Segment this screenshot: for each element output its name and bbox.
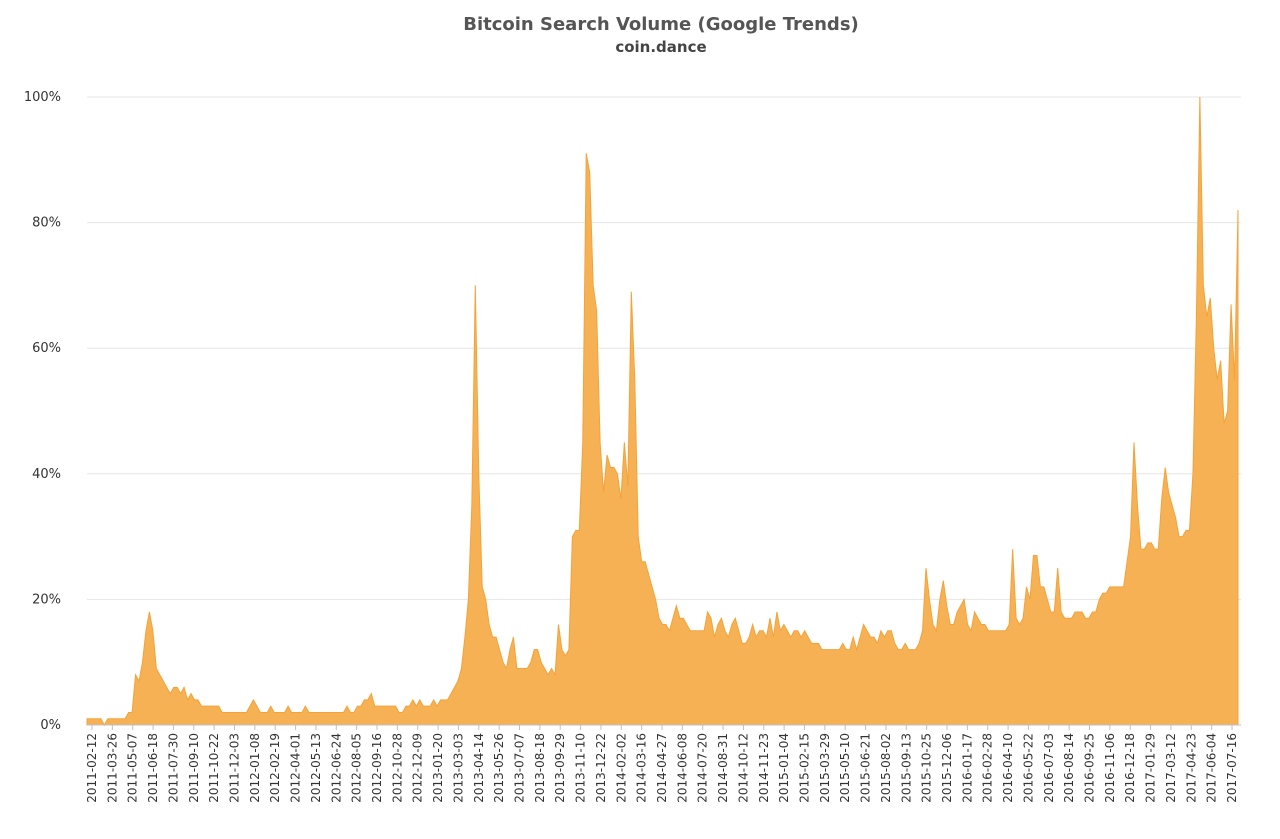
x-tick-label: 2012-06-24 (329, 733, 343, 803)
x-tick-label: 2016-01-17 (960, 733, 974, 803)
x-tick-label: 2016-08-14 (1062, 733, 1076, 803)
x-tick-label: 2016-07-03 (1042, 733, 1056, 803)
x-tick-label: 2013-11-10 (574, 733, 588, 803)
x-tick-label: 2015-12-06 (940, 733, 954, 803)
x-tick-label: 2012-08-05 (350, 733, 364, 803)
x-tick-label: 2013-04-14 (472, 733, 486, 803)
x-tick-label: 2011-10-22 (207, 733, 221, 803)
x-tick-label: 2012-10-28 (390, 733, 404, 803)
x-tick-label: 2017-07-16 (1225, 733, 1239, 803)
x-tick-label: 2014-02-02 (614, 733, 628, 803)
x-tick-label: 2014-03-16 (635, 733, 649, 803)
x-tick-label: 2011-05-07 (126, 733, 140, 803)
x-tick-label: 2012-01-08 (248, 733, 262, 803)
x-tick-label: 2015-05-10 (838, 733, 852, 803)
x-tick-label: 2013-01-20 (431, 733, 445, 803)
x-tick-label: 2011-02-12 (85, 733, 99, 803)
series-area (86, 96, 1239, 727)
x-tick-label: 2016-02-28 (981, 733, 995, 803)
x-tick-label: 2012-02-19 (268, 733, 282, 803)
x-tick-label: 2015-06-21 (859, 733, 873, 803)
x-tick-label: 2011-07-30 (166, 733, 180, 803)
y-tick-label: 40% (32, 467, 61, 482)
y-tick-label: 60% (32, 341, 61, 356)
x-tick-label: 2011-09-10 (187, 733, 201, 803)
x-tick-label: 2013-03-03 (451, 733, 465, 803)
y-axis: 0% 20% 40% 60% 80% 100% (24, 90, 61, 733)
chart-title: Bitcoin Search Volume (Google Trends) (463, 14, 859, 35)
x-tick-label: 2016-09-25 (1083, 733, 1097, 803)
x-tick-label: 2017-03-12 (1164, 733, 1178, 803)
y-tick-label: 0% (40, 718, 61, 733)
x-tick-label: 2013-12-22 (594, 733, 608, 803)
x-tick-label: 2017-04-23 (1184, 733, 1198, 803)
x-axis: 2011-02-12 2011-03-26 2011-05-07 2011-06-18… (85, 724, 1241, 803)
x-tick-label: 2015-03-29 (818, 733, 832, 803)
x-tick-label: 2012-09-16 (370, 733, 384, 803)
x-tick-label: 2014-10-12 (736, 733, 750, 803)
y-tick-label: 20% (32, 592, 61, 607)
y-tick-label: 80% (32, 216, 61, 231)
x-tick-label: 2014-08-31 (716, 733, 730, 803)
x-tick-label: 2014-07-20 (696, 733, 710, 803)
x-tick-label: 2015-01-04 (777, 733, 791, 803)
x-tick-label: 2011-06-18 (146, 733, 160, 803)
x-tick-label: 2015-09-13 (899, 733, 913, 803)
x-tick-label: 2015-10-25 (920, 733, 934, 803)
x-tick-label: 2015-02-15 (798, 733, 812, 803)
x-tick-label: 2016-05-22 (1021, 733, 1035, 803)
x-tick-label: 2016-04-10 (1001, 733, 1015, 803)
x-tick-label: 2011-03-26 (105, 733, 119, 803)
x-tick-label: 2014-06-08 (675, 733, 689, 803)
x-tick-label: 2012-04-01 (289, 733, 303, 803)
x-tick-label: 2013-08-18 (533, 733, 547, 803)
x-tick-label: 2016-12-18 (1123, 733, 1137, 803)
x-tick-label: 2012-05-13 (309, 733, 323, 803)
x-tick-label: 2017-06-04 (1205, 733, 1219, 803)
x-tick-label: 2013-05-26 (492, 733, 506, 803)
x-tick-label: 2012-12-09 (411, 733, 425, 803)
x-tick-label: 2013-07-07 (513, 733, 527, 803)
x-tick-label: 2013-09-29 (553, 733, 567, 803)
x-tick-label: 2016-11-06 (1103, 733, 1117, 803)
x-tick-label: 2014-04-27 (655, 733, 669, 803)
chart-subtitle: coin.dance (615, 38, 706, 56)
x-tick-label: 2014-11-23 (757, 733, 771, 803)
x-tick-label: 2015-08-02 (879, 733, 893, 803)
search-volume-area (86, 96, 1239, 727)
y-tick-label: 100% (24, 90, 61, 105)
x-tick-label: 2011-12-03 (228, 733, 242, 803)
x-tick-label: 2017-01-29 (1144, 733, 1158, 803)
